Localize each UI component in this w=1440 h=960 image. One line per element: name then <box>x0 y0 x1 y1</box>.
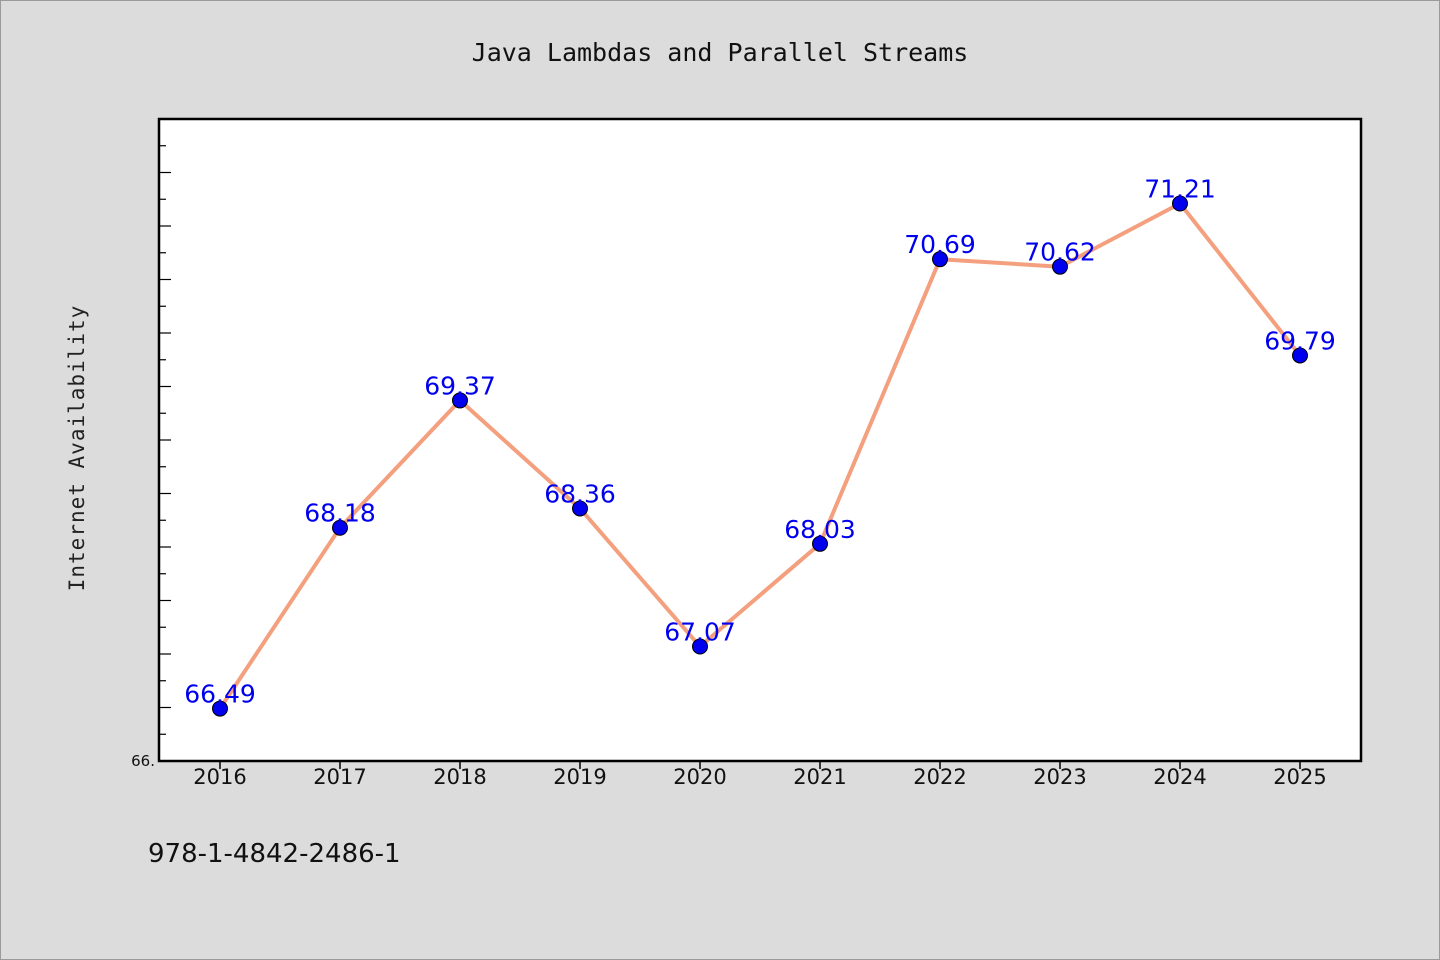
x-tick-label-2021: 2021 <box>793 765 846 789</box>
data-point-2020 <box>692 638 708 655</box>
data-label-2021: 68.03 <box>784 515 856 544</box>
footer-isbn: 978-1-4842-2486-1 <box>148 839 401 869</box>
y-tick-label: 66. <box>131 752 155 770</box>
data-point-2017 <box>332 519 348 536</box>
x-tick-label-2023: 2023 <box>1033 765 1086 789</box>
y-axis-ticks <box>159 118 171 762</box>
data-point-2023 <box>1052 258 1068 275</box>
series-line <box>218 201 1302 711</box>
data-label-2017: 68.18 <box>304 499 376 528</box>
data-label-2016: 66.49 <box>184 680 256 709</box>
data-point-2021 <box>812 535 828 552</box>
x-tick-label-2017: 2017 <box>313 765 366 789</box>
x-tick-label-2020: 2020 <box>673 765 726 789</box>
x-axis-ticks <box>219 761 1301 769</box>
data-label-2025: 69.79 <box>1264 326 1336 355</box>
x-tick-label-2018: 2018 <box>433 765 486 789</box>
y-axis-label: Internet Availability <box>65 305 89 592</box>
x-tick-label-2019: 2019 <box>553 765 606 789</box>
data-label-2020: 67.07 <box>664 618 736 647</box>
x-tick-label-2016: 2016 <box>193 765 246 789</box>
x-tick-label-2022: 2022 <box>913 765 966 789</box>
plot-area <box>157 117 1363 763</box>
x-axis-tick-labels: 2016 2017 2018 2019 2020 2021 2022 2023 2024 2025 <box>193 765 1326 789</box>
data-point-2025 <box>1292 347 1308 364</box>
data-label-2024: 71.21 <box>1144 175 1216 204</box>
data-labels: 66.49 68.18 69.37 68.36 67.07 68.03 70.69 70.62… <box>184 175 1336 709</box>
data-label-2019: 68.36 <box>544 479 616 508</box>
data-label-2023: 70.62 <box>1024 238 1096 267</box>
x-tick-label-2024: 2024 <box>1153 765 1206 789</box>
data-point-2024 <box>1172 195 1188 212</box>
data-label-2022: 70.69 <box>904 230 976 259</box>
x-tick-label-2025: 2025 <box>1273 765 1326 789</box>
data-point-2016 <box>212 700 228 717</box>
data-label-2018: 69.37 <box>424 371 496 400</box>
data-point-2019 <box>572 500 588 517</box>
data-point-markers <box>212 195 1308 717</box>
data-point-2022 <box>932 251 948 268</box>
data-point-2018 <box>452 392 468 409</box>
chart-title: Java Lambdas and Parallel Streams <box>472 38 969 67</box>
